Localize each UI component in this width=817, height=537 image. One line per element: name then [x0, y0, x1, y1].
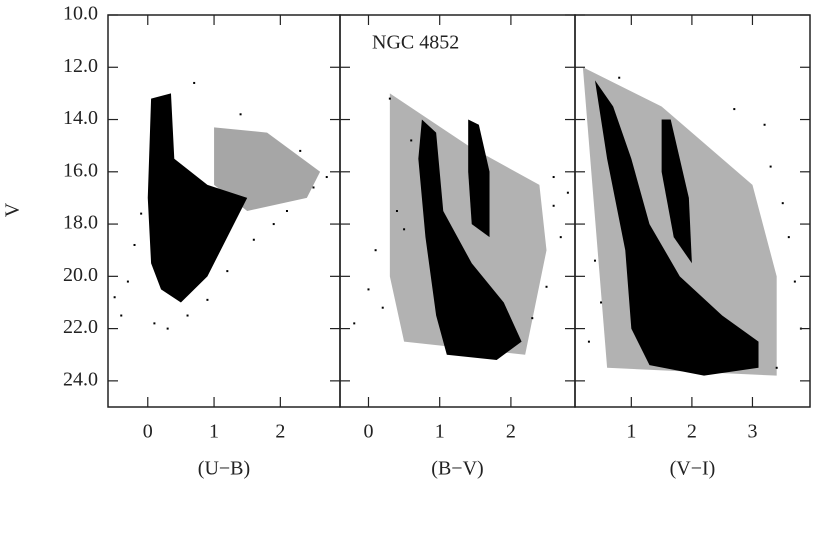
- point: [374, 249, 377, 252]
- x-tick-label: 0: [363, 421, 373, 443]
- x-tick-label: 1: [435, 421, 445, 443]
- point: [239, 113, 242, 116]
- point: [252, 238, 255, 241]
- point: [559, 236, 562, 239]
- point: [769, 165, 772, 168]
- point: [120, 314, 123, 317]
- point: [552, 204, 555, 207]
- point: [410, 139, 413, 142]
- point: [395, 210, 398, 212]
- x-tick-label: 2: [687, 421, 697, 443]
- point: [166, 327, 169, 330]
- point: [140, 212, 143, 215]
- point: [367, 288, 370, 291]
- point: [593, 259, 596, 262]
- point: [600, 301, 603, 304]
- point: [193, 81, 196, 84]
- point: [299, 149, 302, 152]
- point: [272, 223, 275, 226]
- y-tick-label: 22.0: [63, 316, 98, 338]
- y-tick-label: 10.0: [63, 3, 98, 25]
- point: [618, 76, 621, 79]
- x-axis-label: (V−I): [670, 458, 716, 480]
- density-region: [418, 119, 522, 360]
- point: [133, 243, 136, 246]
- point: [186, 314, 189, 317]
- frame: [574, 14, 811, 408]
- point: [763, 123, 766, 126]
- density-region: [661, 119, 692, 264]
- y-tick-label: 24.0: [63, 368, 98, 390]
- x-tick-label: 2: [275, 421, 285, 443]
- point: [353, 322, 356, 325]
- density-region: [214, 127, 321, 211]
- density-region: [594, 80, 759, 376]
- density-region: [147, 93, 248, 303]
- point: [552, 176, 555, 179]
- x-tick-label: 1: [209, 421, 219, 443]
- point: [325, 176, 328, 179]
- point: [381, 306, 384, 309]
- point: [781, 202, 784, 205]
- point: [285, 210, 288, 212]
- point: [775, 366, 778, 369]
- point: [587, 340, 590, 343]
- density-region: [468, 119, 490, 238]
- point: [793, 280, 796, 283]
- point: [113, 296, 116, 299]
- point: [226, 270, 229, 273]
- point: [403, 228, 406, 231]
- point: [312, 186, 315, 189]
- point: [388, 97, 391, 100]
- x-tick-label: 3: [747, 421, 757, 443]
- x-tick-label: 2: [506, 421, 516, 443]
- x-axis-label: (B−V): [431, 458, 483, 480]
- x-tick-label: 1: [626, 421, 636, 443]
- x-axis-label: (U−B): [198, 458, 250, 480]
- y-tick-label: 18.0: [63, 212, 98, 234]
- y-tick-label: 20.0: [63, 264, 98, 286]
- point: [733, 108, 736, 111]
- point: [153, 322, 156, 325]
- point: [787, 236, 790, 239]
- y-tick-label: 12.0: [63, 55, 98, 77]
- point: [206, 298, 209, 301]
- y-tick-label: 16.0: [63, 159, 98, 181]
- point: [566, 191, 569, 194]
- chart-title: NGC 4852: [372, 32, 459, 54]
- point: [531, 317, 534, 320]
- x-tick-label: 0: [143, 421, 153, 443]
- y-tick-label: 14.0: [63, 107, 98, 129]
- y-axis-label: V: [2, 202, 24, 217]
- point: [545, 285, 548, 288]
- point: [126, 280, 129, 283]
